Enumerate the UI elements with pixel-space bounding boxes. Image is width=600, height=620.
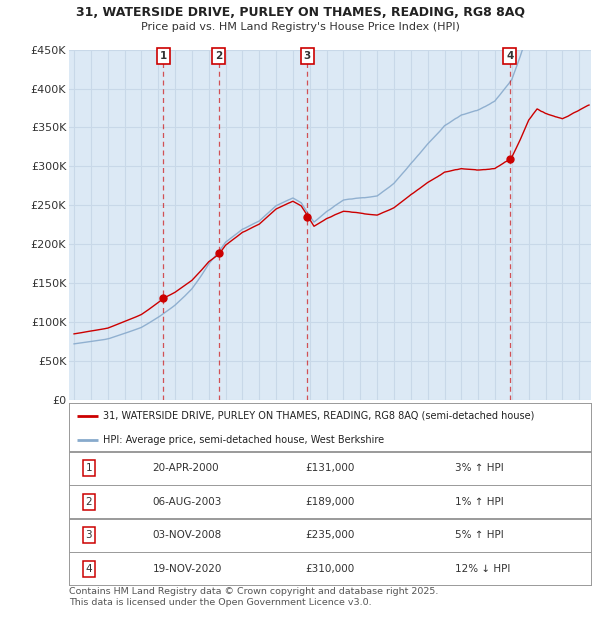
Text: Contains HM Land Registry data © Crown copyright and database right 2025.
This d: Contains HM Land Registry data © Crown c… (69, 587, 439, 608)
Text: HPI: Average price, semi-detached house, West Berkshire: HPI: Average price, semi-detached house,… (103, 435, 384, 445)
Text: 20-APR-2000: 20-APR-2000 (152, 463, 219, 474)
Text: 1% ↑ HPI: 1% ↑ HPI (455, 497, 504, 507)
Text: 31, WATERSIDE DRIVE, PURLEY ON THAMES, READING, RG8 8AQ (semi-detached house): 31, WATERSIDE DRIVE, PURLEY ON THAMES, R… (103, 410, 535, 420)
Text: 1: 1 (160, 51, 167, 61)
Text: 3: 3 (86, 530, 92, 541)
Text: £235,000: £235,000 (305, 530, 355, 541)
Text: 06-AUG-2003: 06-AUG-2003 (152, 497, 222, 507)
Text: 03-NOV-2008: 03-NOV-2008 (152, 530, 222, 541)
Text: 19-NOV-2020: 19-NOV-2020 (152, 564, 222, 574)
Text: 4: 4 (86, 564, 92, 574)
Text: £189,000: £189,000 (305, 497, 355, 507)
Text: £310,000: £310,000 (305, 564, 355, 574)
Text: 2: 2 (86, 497, 92, 507)
Text: 2: 2 (215, 51, 223, 61)
Text: 3: 3 (304, 51, 311, 61)
Text: 3% ↑ HPI: 3% ↑ HPI (455, 463, 504, 474)
Text: 12% ↓ HPI: 12% ↓ HPI (455, 564, 511, 574)
Text: Price paid vs. HM Land Registry's House Price Index (HPI): Price paid vs. HM Land Registry's House … (140, 22, 460, 32)
Text: 1: 1 (86, 463, 92, 474)
Text: 31, WATERSIDE DRIVE, PURLEY ON THAMES, READING, RG8 8AQ: 31, WATERSIDE DRIVE, PURLEY ON THAMES, R… (76, 6, 524, 19)
Text: £131,000: £131,000 (305, 463, 355, 474)
Text: 5% ↑ HPI: 5% ↑ HPI (455, 530, 504, 541)
Text: 4: 4 (506, 51, 514, 61)
